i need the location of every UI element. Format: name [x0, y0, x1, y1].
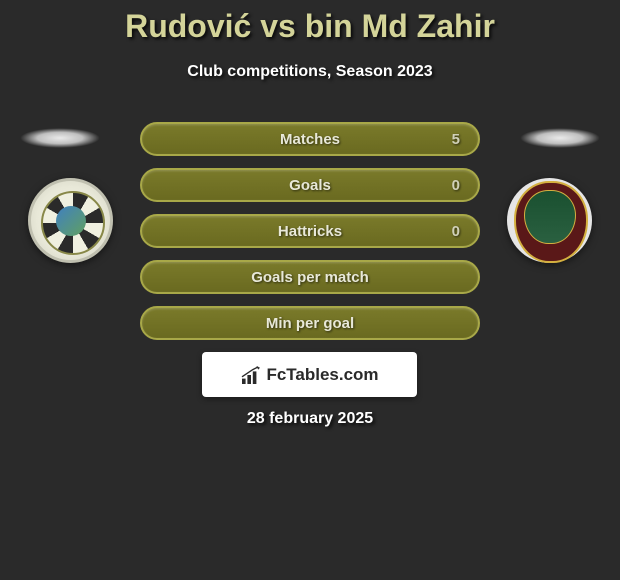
stat-label: Goals: [289, 177, 331, 194]
stat-value: 0: [452, 223, 460, 240]
stat-row-matches: Matches 5: [140, 122, 480, 156]
brand-text: FcTables.com: [266, 365, 378, 385]
stat-row-hattricks: Hattricks 0: [140, 214, 480, 248]
team-badge-right: [507, 178, 592, 263]
stat-label: Matches: [280, 131, 340, 148]
comparison-subtitle: Club competitions, Season 2023: [0, 63, 620, 81]
stat-value: 0: [452, 177, 460, 194]
date-text: 28 february 2025: [0, 410, 620, 428]
stats-container: Matches 5 Goals 0 Hattricks 0 Goals per …: [140, 122, 480, 352]
stat-label: Goals per match: [251, 269, 369, 286]
brand-watermark: FcTables.com: [202, 352, 417, 397]
comparison-title: Rudović vs bin Md Zahir: [0, 0, 620, 45]
team-badge-left: [28, 178, 113, 263]
stat-row-goals-per-match: Goals per match: [140, 260, 480, 294]
player-right-shadow: [520, 128, 600, 148]
chart-icon: [240, 366, 262, 384]
stat-label: Min per goal: [266, 315, 354, 332]
player-left-shadow: [20, 128, 100, 148]
stat-label: Hattricks: [278, 223, 342, 240]
stat-row-min-per-goal: Min per goal: [140, 306, 480, 340]
stat-value: 5: [452, 131, 460, 148]
stat-row-goals: Goals 0: [140, 168, 480, 202]
